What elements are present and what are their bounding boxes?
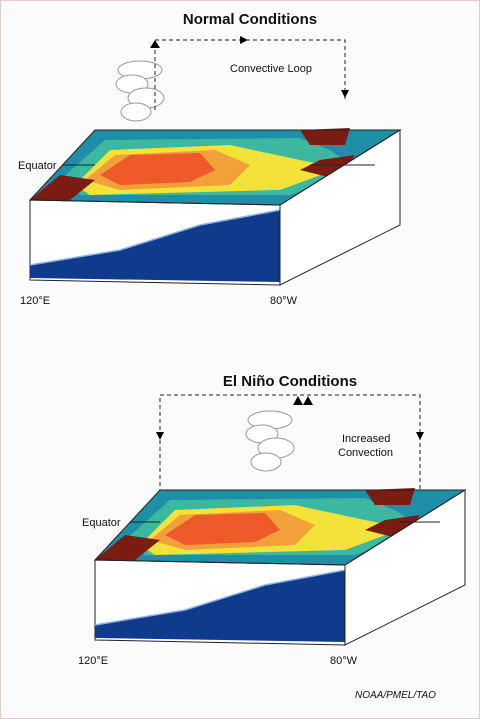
equator-label: Equator bbox=[18, 160, 57, 172]
lon-west: 120°E bbox=[20, 295, 50, 307]
loop-label: Increased bbox=[342, 433, 390, 445]
lon-east: 80°W bbox=[330, 655, 358, 667]
lon-west: 120°E bbox=[78, 655, 108, 667]
normal-panel: Normal Conditions Convective Loop Equato… bbox=[18, 11, 401, 307]
panel-title: Normal Conditions bbox=[183, 11, 317, 28]
loop-label: Convective Loop bbox=[230, 63, 312, 75]
panel-title: El Niño Conditions bbox=[223, 373, 357, 390]
equator-label: Equator bbox=[82, 517, 121, 529]
loop-label: Convection bbox=[338, 447, 393, 459]
credit: NOAA/PMEL/TAO bbox=[355, 690, 436, 701]
lon-east: 80°W bbox=[270, 295, 298, 307]
el-nino-panel: El Niño Conditions Increased Convection … bbox=[78, 373, 466, 667]
